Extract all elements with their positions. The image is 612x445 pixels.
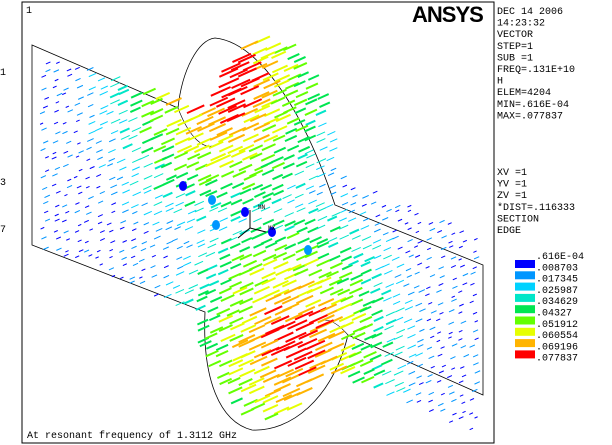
info-line: H bbox=[497, 77, 503, 88]
legend-swatch bbox=[515, 328, 535, 336]
vector-blob bbox=[212, 220, 220, 230]
view-line: *DIST=.116333 bbox=[497, 202, 575, 214]
view-line: XV =1 bbox=[497, 168, 527, 179]
info-line: FREQ=.131E+10 bbox=[497, 65, 575, 76]
info-line: MIN=.616E-04 bbox=[497, 100, 569, 111]
caption: At resonant frequency of 1.3112 GHz bbox=[27, 430, 237, 442]
vector-blob bbox=[241, 207, 249, 217]
window-number: 1 bbox=[26, 6, 32, 17]
info-line: VECTOR bbox=[497, 30, 533, 41]
legend-swatch bbox=[515, 283, 535, 291]
view-line: YV =1 bbox=[497, 180, 527, 191]
vector-blob bbox=[304, 245, 312, 255]
legend-label: .025987 bbox=[536, 286, 578, 297]
legend-label: .034629 bbox=[536, 297, 578, 308]
view-line: EDGE bbox=[497, 226, 521, 237]
info-line: MAX=.077837 bbox=[497, 111, 563, 122]
legend-label: .616E-04 bbox=[536, 252, 584, 263]
legend-swatch bbox=[515, 317, 535, 325]
logo: ANSYS bbox=[412, 2, 483, 27]
info-line: DEC 14 2006 bbox=[497, 7, 563, 18]
legend-label: .069196 bbox=[536, 342, 578, 353]
legend-label: .077837 bbox=[536, 354, 578, 365]
triad-label: MX bbox=[268, 225, 276, 232]
view-line: SECTION bbox=[497, 214, 539, 225]
legend-label: .051912 bbox=[536, 320, 578, 331]
legend-label: .04327 bbox=[536, 309, 572, 320]
left-label: 3 bbox=[0, 178, 6, 189]
legend-swatch bbox=[515, 305, 535, 313]
triad-label: MN bbox=[258, 204, 266, 211]
left-label: 7 bbox=[0, 225, 6, 236]
legend-label: .017345 bbox=[536, 275, 578, 286]
legend-swatch bbox=[515, 271, 535, 279]
left-label: 1 bbox=[0, 68, 6, 79]
view-line: ZV =1 bbox=[497, 191, 527, 202]
info-line: STEP=1 bbox=[497, 42, 533, 53]
legend-label: .008703 bbox=[536, 263, 578, 274]
vector-blob bbox=[179, 181, 187, 191]
legend-label: .060554 bbox=[536, 331, 578, 342]
legend-swatch bbox=[515, 350, 535, 358]
info-line: 14:23:32 bbox=[497, 19, 545, 30]
ansys-window: 1 ANSYS MN MX At resonant frequency of 1… bbox=[0, 0, 612, 445]
info-line: SUB =1 bbox=[497, 53, 533, 64]
info-line: ELEM=4204 bbox=[497, 88, 551, 99]
legend-swatch bbox=[515, 339, 535, 347]
legend-swatch bbox=[515, 294, 535, 302]
legend-swatch bbox=[515, 260, 535, 268]
vector-blob bbox=[208, 195, 216, 205]
